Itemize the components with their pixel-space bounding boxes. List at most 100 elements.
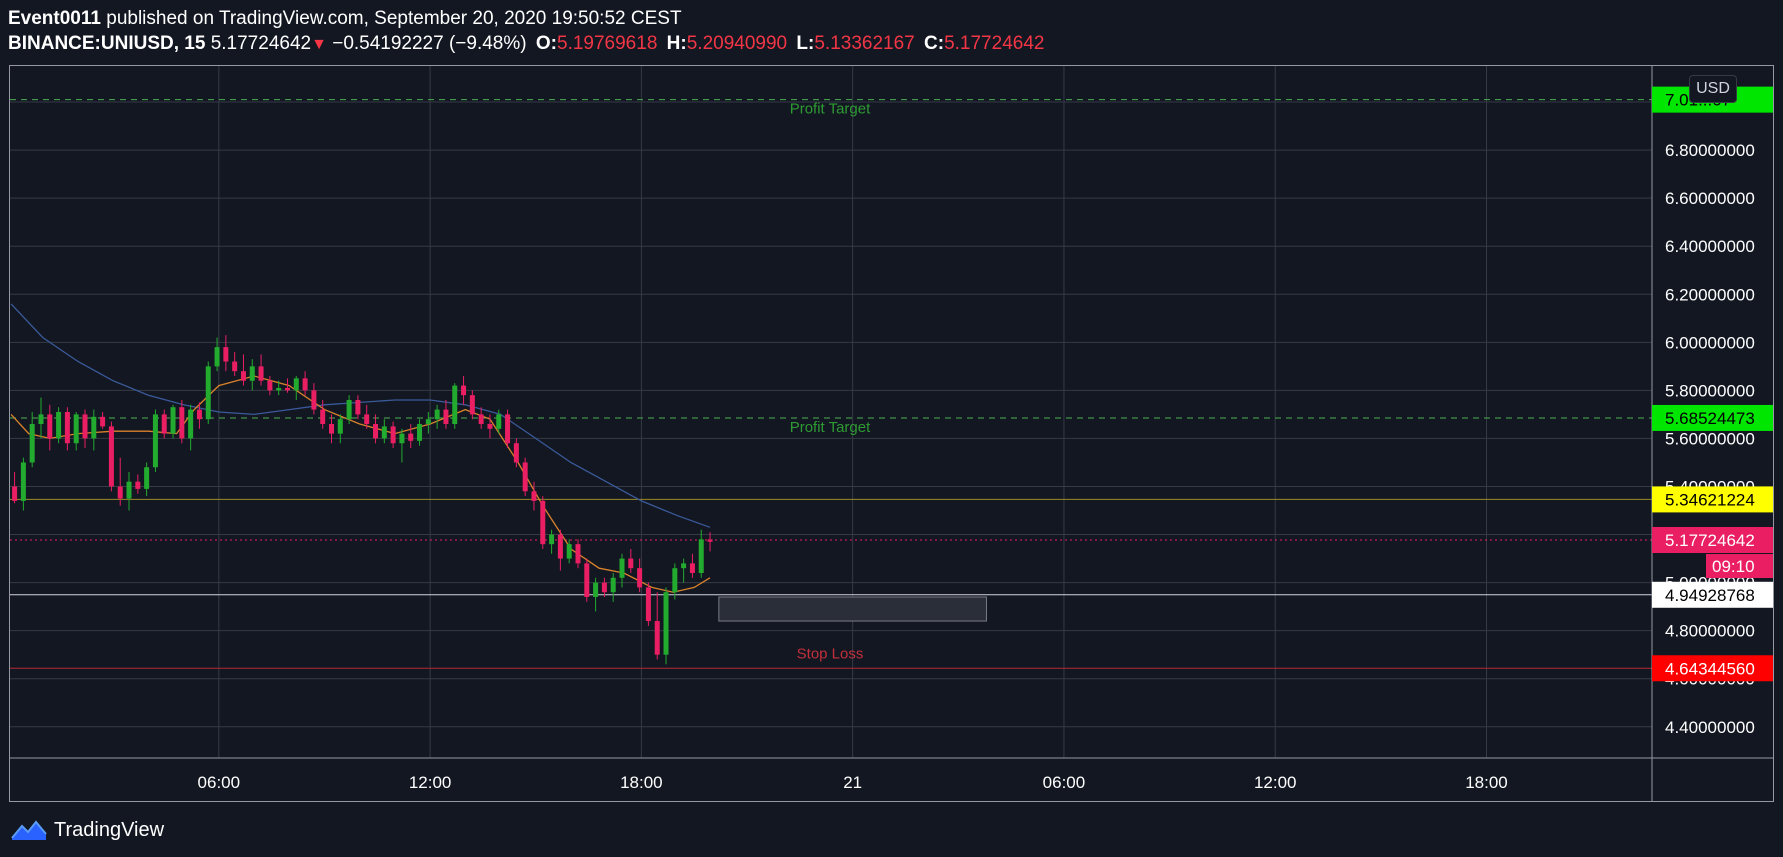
high-label: H: <box>666 33 687 54</box>
candle-body <box>320 409 326 425</box>
ema-fast-line <box>10 375 711 593</box>
candle-body <box>117 486 123 499</box>
candle-body <box>249 366 255 381</box>
y-tick-label: 4.40000000 <box>1665 718 1755 737</box>
candle-body <box>689 563 695 573</box>
candle-body <box>214 347 220 367</box>
price-label-text: 5.34621224 <box>1665 490 1755 509</box>
countdown-label: 09:10 <box>1712 557 1755 576</box>
candle-body <box>654 621 660 655</box>
candle-body <box>672 568 678 593</box>
chart-frame[interactable] <box>9 65 1774 802</box>
candle-body <box>293 378 299 391</box>
candle-body <box>522 462 528 492</box>
candle-body <box>452 385 458 425</box>
publish-info: published on TradingView.com, September … <box>106 8 682 29</box>
candle-body <box>302 378 308 391</box>
last-price: 5.17724642 <box>210 33 312 54</box>
level-name-label: Stop Loss <box>797 645 864 662</box>
moving-averages <box>10 303 711 593</box>
candle-body <box>223 347 229 362</box>
candle-body <box>575 544 581 564</box>
ema-slow-line <box>10 303 711 528</box>
y-tick-label: 6.80000000 <box>1665 141 1755 160</box>
candle-body <box>196 409 202 420</box>
candle-body <box>593 582 599 598</box>
y-tick-label: 5.60000000 <box>1665 429 1755 448</box>
candle-body <box>434 409 440 420</box>
candle-body <box>408 433 414 441</box>
candle-body <box>505 414 511 444</box>
candle-body <box>549 534 555 545</box>
candle-body <box>601 582 607 593</box>
high-value: 5.20940990 <box>686 33 788 54</box>
price-label-box <box>1652 404 1773 431</box>
close-value: 5.17724642 <box>944 33 1045 54</box>
y-tick-label: 6.60000000 <box>1665 189 1755 208</box>
candle-body <box>284 387 290 391</box>
price-label-text: 4.64344560 <box>1665 659 1755 678</box>
candle-body <box>64 412 70 444</box>
candle-body <box>91 416 97 439</box>
candle-body <box>381 426 387 439</box>
candle-body <box>681 563 687 569</box>
x-tick-label: 18:00 <box>620 773 663 792</box>
candle-body <box>487 424 493 429</box>
candle-body <box>698 539 704 573</box>
candle-body <box>188 409 194 439</box>
y-tick-label: 5.80000000 <box>1665 381 1755 400</box>
y-tick-label: 6.40000000 <box>1665 237 1755 256</box>
candle-body <box>12 486 18 501</box>
grid <box>10 66 1652 758</box>
candle-body <box>373 424 379 439</box>
price-label-box <box>1652 581 1773 608</box>
candle-body <box>311 390 317 410</box>
candle-body <box>29 424 35 463</box>
price-label-text: 4.94928768 <box>1665 586 1755 605</box>
candle-body <box>346 399 352 420</box>
low-label: L: <box>796 33 815 54</box>
candle-body <box>258 366 264 381</box>
candle-body <box>267 380 273 391</box>
candle-body <box>20 462 26 501</box>
candle-body <box>469 395 475 415</box>
axes: 4.400000004.600000004.800000005.00000000… <box>10 66 1773 801</box>
currency-badge[interactable]: USD <box>1689 75 1737 103</box>
candle-body <box>478 414 484 425</box>
candle-body <box>637 568 643 588</box>
price-label-box <box>1652 486 1773 513</box>
price-label-text: 5.68524473 <box>1665 409 1755 428</box>
y-tick-label: 6.00000000 <box>1665 333 1755 352</box>
candle-body <box>443 409 449 425</box>
levels: Profit Target Profit Target Stop Loss <box>10 99 1652 669</box>
candle-body <box>619 558 625 578</box>
candle-body <box>566 544 572 559</box>
low-value: 5.13362167 <box>814 33 915 54</box>
candle-body <box>73 414 79 444</box>
symbol-line: BINANCE:UNIUSD, 15 5.17724642▼ −0.541922… <box>8 31 1044 57</box>
x-tick-label: 06:00 <box>198 773 241 792</box>
candle-body <box>337 419 343 434</box>
price-label-box <box>1652 527 1773 554</box>
tradingview-logo-icon <box>11 820 47 840</box>
candle-body <box>399 433 405 444</box>
candle-body <box>56 412 62 439</box>
price-label-text: 5.17724642 <box>1665 531 1755 550</box>
candle-body <box>417 424 423 441</box>
candle-body <box>161 414 167 434</box>
x-tick-label: 06:00 <box>1043 773 1086 792</box>
open-label: O: <box>535 33 557 54</box>
candle-body <box>170 407 176 434</box>
candles <box>12 335 713 665</box>
candle-body <box>47 414 53 439</box>
author-name[interactable]: Event0011 <box>8 8 101 29</box>
candle-body <box>38 414 44 425</box>
candle-body <box>152 414 158 468</box>
open-value: 5.19769618 <box>557 33 658 54</box>
close-label: C: <box>924 33 945 54</box>
candle-body <box>610 577 616 593</box>
footer-brand[interactable]: TradingView <box>54 818 165 841</box>
y-tick-label: 4.80000000 <box>1665 622 1755 641</box>
candle-body <box>82 414 88 439</box>
